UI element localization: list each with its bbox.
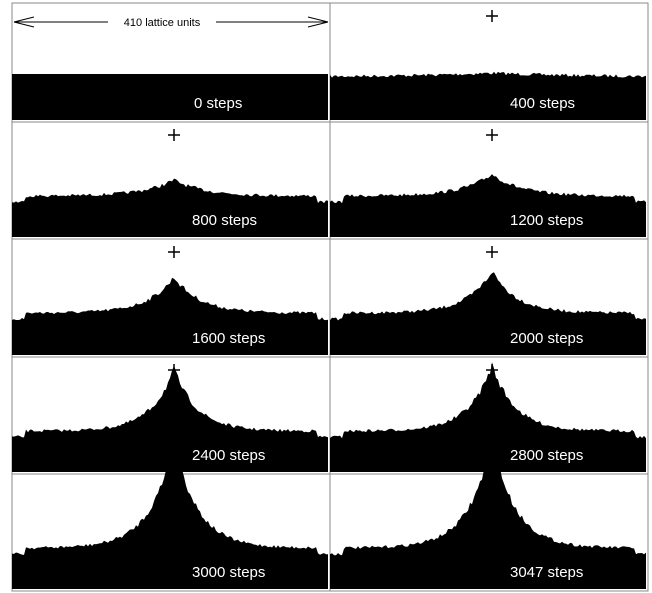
step-label: 1600 steps [192, 330, 265, 347]
step-label: 0 steps [194, 95, 242, 112]
panel-grid: 0 steps 400 steps 800 steps 1200 steps 1600 … [12, 3, 648, 591]
step-label: 1200 steps [510, 212, 583, 229]
step-label: 2400 steps [192, 447, 265, 464]
deposit [12, 74, 328, 120]
step-label: 3000 steps [192, 564, 265, 581]
panel: 1600 steps [12, 239, 330, 357]
scale-label: 410 lattice units [124, 17, 201, 29]
step-label: 3047 steps [510, 564, 583, 581]
step-label: 400 steps [510, 95, 575, 112]
panel: 1200 steps [330, 122, 648, 239]
deposit [330, 72, 646, 120]
step-label: 2800 steps [510, 447, 583, 464]
panel: 800 steps [12, 122, 330, 239]
panel: 400 steps [330, 3, 648, 122]
step-label: 2000 steps [510, 330, 583, 347]
panel: 2000 steps [330, 239, 648, 357]
step-label: 800 steps [192, 212, 257, 229]
figure: 0 steps 400 steps 800 steps 1200 steps 1600 … [0, 0, 652, 593]
